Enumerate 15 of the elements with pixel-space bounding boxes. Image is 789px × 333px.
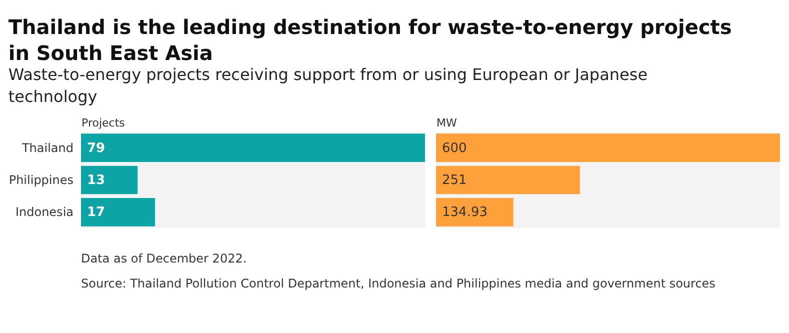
data-label: 600 [442, 140, 467, 156]
data-label: 251 [442, 173, 467, 188]
y-tick-label: Indonesia [15, 205, 74, 220]
source-note: Source: Thailand Pollution Control Department, Indonesia and Philippines media and government sources [81, 276, 716, 290]
y-tick-label: Thailand [20, 140, 74, 155]
chart-subtitle: Waste-to-energy projects receiving support from or using European or Japanese technology [8, 65, 648, 106]
x-axis-title: MW [436, 116, 457, 130]
y-tick-label: Philippines [8, 173, 74, 187]
chart-title: Thailand is the leading destination for waste-to-energy projects in South East Asia [8, 15, 732, 65]
data-label: 13 [87, 173, 106, 188]
x-axis-title: Projects [82, 116, 126, 130]
data-label: 79 [87, 140, 106, 156]
data-label: 134.93 [442, 205, 488, 220]
text: Data as of December 2022. [81, 252, 247, 266]
data-label: 17 [87, 205, 106, 220]
